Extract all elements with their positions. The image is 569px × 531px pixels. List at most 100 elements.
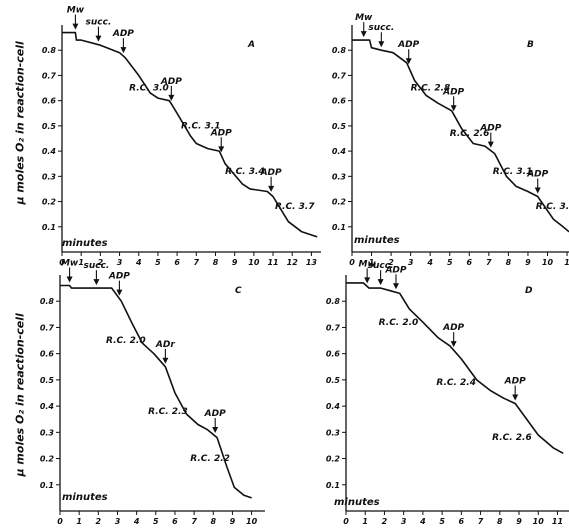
y-tick-label: 0.2 [332, 198, 347, 207]
x-tick-label: 4 [135, 258, 142, 267]
chart-panel-c: 0.80.70.60.50.40.30.20.10 1 2 3 4 5 6 7 8 9 10minu… [40, 258, 265, 526]
rc-ratio-label: R.C. 2.0 [106, 336, 146, 346]
rc-ratio-label: R.C. 2.4 [436, 378, 476, 388]
rc-ratio-label: R.C. 3.7 [275, 202, 315, 212]
x-tick-label: 5 [439, 517, 445, 526]
panel-letter: D [525, 286, 533, 296]
y-tick-label: 0.1 [42, 223, 56, 232]
x-tick-label: 1 [369, 258, 375, 267]
o2-trace-line [62, 31, 318, 238]
x-tick-label: 7 [191, 517, 197, 526]
rc-ratio-label: R.C. 3.1 [493, 167, 533, 177]
x-tick-label: 0 [343, 517, 349, 526]
x-tick-label: 3 [117, 258, 123, 267]
x-tick-label: 4 [133, 517, 140, 526]
annotation-label: Mw [61, 258, 79, 268]
y-tick-label: 0.4 [42, 147, 57, 156]
y-tick-label: 0.6 [326, 350, 341, 359]
y-tick-label: 0.3 [326, 428, 341, 437]
o2-trace-line [352, 39, 569, 233]
rc-ratio-label: R.C. 2.0 [379, 318, 419, 328]
annotation-arrowhead [168, 94, 175, 101]
annotation-arrowhead [268, 185, 275, 192]
rc-ratio-label: R.C. 2.6 [492, 433, 532, 443]
x-tick-label: 13 [306, 258, 318, 267]
annotation-label: ADP [384, 265, 406, 275]
x-tick-label: 6 [467, 258, 473, 267]
y-tick-label: 0.4 [332, 147, 347, 156]
x-tick-label: 3 [115, 517, 121, 526]
y-axis-label-top: μ moles O₂ in reaction-cell [13, 41, 27, 205]
annotation-label: ADP [442, 87, 464, 97]
y-tick-label: 0.1 [326, 481, 340, 490]
x-tick-label: 6 [459, 517, 465, 526]
x-axis-label: minutes [354, 235, 400, 246]
y-tick-label: 0.7 [42, 71, 57, 80]
y-tick-label: 0.5 [326, 376, 341, 385]
y-tick-label: 0.8 [40, 297, 55, 306]
annotation-arrowhead [212, 427, 219, 434]
x-tick-label: 10 [542, 258, 554, 267]
y-tick-label: 0.5 [40, 376, 55, 385]
x-tick-label: 9 [516, 517, 522, 526]
y-tick-label: 0.4 [40, 402, 55, 411]
x-tick-label: 8 [210, 517, 216, 526]
x-tick-label: 8 [497, 517, 503, 526]
x-tick-label: 10 [533, 517, 545, 526]
annotation-arrowhead [72, 23, 79, 30]
annotation-label: ADP [260, 168, 282, 178]
x-tick-label: 1 [564, 258, 569, 267]
x-tick-label: 8 [213, 258, 219, 267]
panel-letter: A [247, 40, 255, 50]
y-tick-label: 0.1 [332, 223, 346, 232]
x-tick-label: 7 [478, 517, 484, 526]
annotation-label: succ. [83, 261, 109, 271]
x-tick-label: 10 [248, 258, 260, 267]
y-tick-label: 0.8 [326, 297, 341, 306]
annotation-arrowhead [95, 35, 102, 42]
y-tick-label: 0.3 [332, 172, 347, 181]
annotation-label: ADP [204, 409, 226, 419]
y-tick-label: 0.6 [42, 97, 57, 106]
o2-trace-line [346, 282, 564, 455]
x-axis-label: minutes [62, 492, 108, 503]
y-tick-label: 0.2 [42, 198, 57, 207]
rc-ratio-label: R.C. 2.2 [190, 454, 230, 464]
x-tick-label: 7 [486, 258, 492, 267]
x-tick-label: 1 [76, 517, 82, 526]
x-tick-label: 4 [419, 517, 426, 526]
annotation-arrowhead [162, 357, 169, 364]
x-tick-label: 11 [552, 517, 563, 526]
annotation-label: ADP [397, 40, 419, 50]
y-tick-label: 0.3 [40, 428, 55, 437]
annotation-arrowhead [377, 279, 384, 286]
x-tick-label: 0 [57, 517, 63, 526]
annotation-arrowhead [93, 279, 100, 286]
annotation-arrowhead [487, 141, 494, 148]
annotation-label: ADP [112, 29, 134, 39]
rc-ratio-label: R.C. 3.4 [225, 167, 265, 177]
rc-ratio-label: R.C. 2.3 [148, 407, 188, 417]
panel-letter: C [235, 286, 242, 296]
annotation-arrowhead [450, 105, 457, 112]
annotation-label: succ. [368, 261, 394, 271]
x-tick-label: 3 [401, 517, 407, 526]
annotation-arrowhead [120, 47, 127, 54]
annotation-arrowhead [66, 276, 73, 283]
rc-ratio-label: R.C. 3.2 [536, 202, 569, 212]
y-tick-label: 0.3 [42, 172, 57, 181]
x-tick-label: 6 [172, 517, 178, 526]
annotation-arrowhead [450, 341, 457, 348]
y-tick-label: 0.2 [326, 455, 341, 464]
x-tick-label: 11 [267, 258, 278, 267]
annotation-label: succ. [368, 23, 394, 33]
y-tick-label: 0.5 [332, 122, 347, 131]
o2-trace-line [60, 284, 252, 499]
annotation-label: Mw [355, 13, 373, 23]
x-tick-label: 8 [506, 258, 512, 267]
annotation-label: Mw [67, 6, 85, 16]
annotation-arrowhead [116, 289, 123, 296]
annotation-label: ADr [155, 340, 175, 350]
annotation-arrowhead [405, 58, 412, 65]
annotation-label: Mw [359, 259, 377, 269]
